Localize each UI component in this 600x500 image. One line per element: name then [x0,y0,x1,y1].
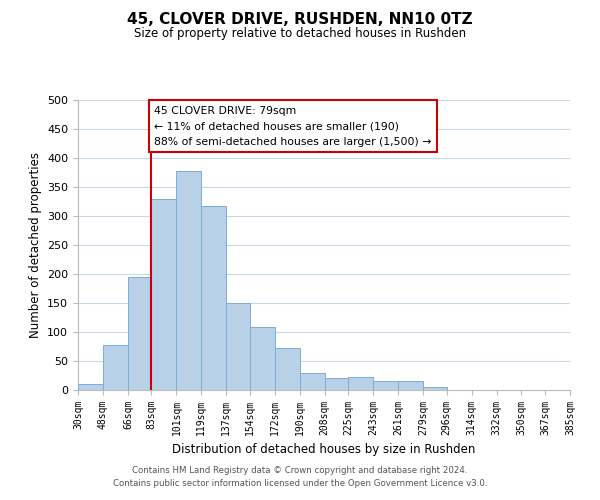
Text: 45, CLOVER DRIVE, RUSHDEN, NN10 0TZ: 45, CLOVER DRIVE, RUSHDEN, NN10 0TZ [127,12,473,28]
Bar [226,303,250,390]
Bar [176,171,202,390]
Bar [325,378,348,390]
X-axis label: Distribution of detached houses by size in Rushden: Distribution of detached houses by size … [172,444,476,456]
Y-axis label: Number of detached properties: Number of detached properties [29,152,41,338]
Text: Size of property relative to detached houses in Rushden: Size of property relative to detached ho… [134,28,466,40]
Text: Contains HM Land Registry data © Crown copyright and database right 2024.
Contai: Contains HM Land Registry data © Crown c… [113,466,487,487]
Bar [423,387,446,390]
Bar [398,382,423,390]
Bar [373,382,398,390]
Bar [250,328,275,390]
Text: 45 CLOVER DRIVE: 79sqm
← 11% of detached houses are smaller (190)
88% of semi-de: 45 CLOVER DRIVE: 79sqm ← 11% of detached… [154,106,431,147]
Bar [275,348,300,390]
Bar [78,384,103,390]
Bar [348,377,373,390]
Bar [202,206,226,390]
Bar [128,277,151,390]
Bar [300,372,325,390]
Bar [103,345,128,390]
Bar [151,198,176,390]
